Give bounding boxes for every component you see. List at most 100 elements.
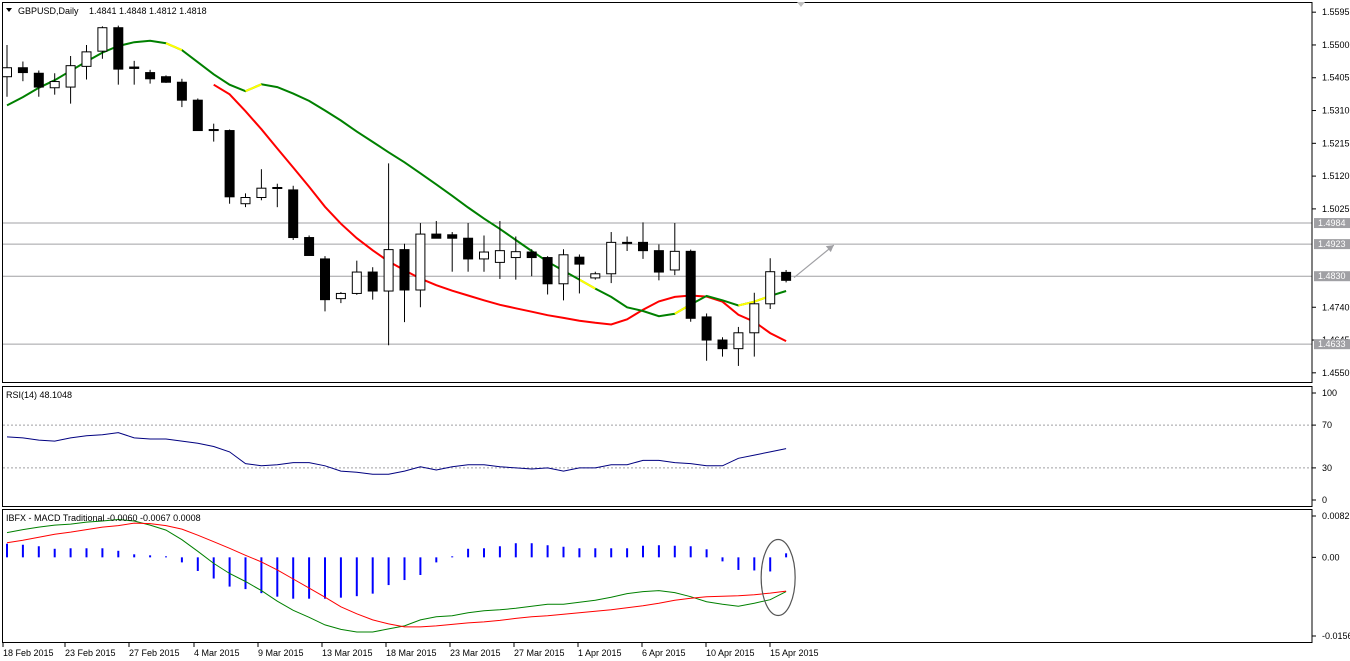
moving-average-highlight — [165, 42, 183, 52]
candle-body — [113, 27, 124, 70]
candle-body — [526, 251, 537, 259]
level-price-tag-label: 1.4984 — [1318, 218, 1346, 228]
x-tick-label: 15 Apr 2015 — [770, 648, 819, 658]
candle-body — [542, 257, 553, 285]
trend-arrow-head-icon — [825, 245, 834, 253]
ellipse-highlight-icon — [760, 538, 796, 617]
x-tick-label: 23 Feb 2015 — [65, 648, 116, 658]
price-pane[interactable]: 1.5595 1.5500 1.5405 1.5310 1.5215 1.5120 1.50… — [2, 7, 1350, 378]
price-pane-frame — [2, 2, 1313, 383]
shift-marker-icon — [797, 2, 805, 7]
macd-tick-label: 0.00 — [1322, 552, 1340, 562]
rsi-title: RSI(14) 48.1048 — [6, 390, 72, 400]
candle-body — [240, 197, 251, 205]
candle-body — [320, 258, 330, 301]
candle-body — [304, 237, 315, 256]
candle-body — [606, 241, 617, 275]
rsi-tick-label: 100 — [1322, 388, 1337, 398]
candle-body — [765, 271, 776, 305]
candle-body — [2, 67, 12, 78]
x-tick-label: 23 Mar 2015 — [450, 648, 501, 658]
x-tick-label: 6 Apr 2015 — [642, 648, 686, 658]
candle-body — [129, 66, 140, 69]
candle-body — [208, 129, 219, 132]
x-tick-label: 4 Mar 2015 — [194, 648, 240, 658]
candle-body — [81, 51, 92, 67]
candle-body — [733, 332, 744, 350]
candle-body — [510, 251, 521, 259]
macd-title: IBFX - MACD Traditional -0.0060 -0.0067 … — [6, 513, 201, 523]
candle-body — [431, 233, 442, 239]
x-tick-label: 13 Mar 2015 — [322, 648, 373, 658]
price-tick-label: 1.5310 — [1322, 106, 1350, 116]
macd-pane[interactable]: 0.0082 0.00 -0.0156 — [6, 511, 1350, 641]
candle-body — [33, 72, 44, 88]
level-price-tag-label: 1.4923 — [1318, 239, 1346, 249]
candle-body — [574, 256, 585, 265]
candle-body — [415, 233, 426, 291]
macd-tick-label: 0.0082 — [1322, 511, 1350, 521]
candle-body — [335, 292, 346, 300]
x-tick-label: 18 Mar 2015 — [386, 648, 437, 658]
chevron-down-icon[interactable] — [6, 8, 12, 12]
level-price-tag — [1314, 239, 1350, 250]
level-price-tag-label: 1.4633 — [1318, 339, 1346, 349]
price-tick-label: 1.4550 — [1322, 368, 1350, 378]
macd-line — [6, 518, 787, 633]
price-tick-label: 1.5500 — [1322, 40, 1350, 50]
candle-body — [224, 130, 235, 198]
candle-body — [145, 72, 156, 80]
candle-body — [351, 271, 362, 294]
candle-body — [463, 237, 474, 260]
candle-body — [494, 250, 505, 263]
level-price-tag — [1314, 271, 1350, 282]
rsi-pane[interactable]: 100 70 30 0 — [3, 388, 1337, 505]
candle-body — [669, 250, 680, 271]
price-tick-label: 1.5595 — [1322, 7, 1350, 17]
candle-body — [49, 81, 60, 89]
level-price-tag — [1314, 218, 1350, 229]
x-axis: 18 Feb 2015 23 Feb 2015 27 Feb 2015 4 Mar 2… — [2, 643, 819, 658]
candle-body — [479, 251, 489, 260]
candle-body — [558, 254, 569, 285]
candle-body — [176, 81, 187, 101]
x-tick-label: 1 Apr 2015 — [578, 648, 622, 658]
candle-body — [590, 273, 601, 279]
price-tick-label: 1.5120 — [1322, 171, 1350, 181]
price-tick-label: 1.5405 — [1322, 73, 1350, 83]
candle-body — [781, 271, 792, 281]
moving-average-highlight — [245, 83, 262, 93]
candle-body — [622, 241, 633, 244]
rsi-tick-label: 30 — [1322, 463, 1332, 473]
candle-body — [701, 316, 712, 341]
candle-body — [17, 67, 28, 74]
candle-body — [749, 303, 760, 334]
price-title: GBPUSD,Daily — [18, 6, 79, 16]
candle-body — [192, 99, 203, 132]
moving-average-red — [213, 83, 787, 342]
candle-body — [97, 27, 108, 52]
candle-body — [383, 249, 394, 292]
price-tick-label: 1.5025 — [1322, 204, 1350, 214]
candle-body — [65, 65, 76, 88]
level-price-tag-label: 1.4830 — [1318, 271, 1346, 281]
candle-body — [685, 250, 696, 319]
macd-pane-frame — [2, 509, 1313, 643]
candle-body — [653, 250, 664, 273]
x-tick-label: 27 Feb 2015 — [129, 648, 180, 658]
candle-body — [447, 234, 458, 239]
price-tick-label: 1.4740 — [1322, 302, 1350, 312]
rsi-line — [6, 432, 787, 475]
macd-tick-label: -0.0156 — [1322, 631, 1350, 641]
candle-body — [638, 241, 648, 252]
ohlc-readout: 1.4841 1.4848 1.4812 1.4818 — [89, 6, 207, 16]
x-tick-label: 27 Mar 2015 — [514, 648, 565, 658]
candle-body — [256, 187, 267, 199]
rsi-tick-label: 70 — [1322, 420, 1332, 430]
moving-average-green — [6, 39, 787, 318]
x-tick-label: 18 Feb 2015 — [3, 648, 54, 658]
x-tick-label: 10 Apr 2015 — [706, 648, 755, 658]
rsi-tick-label: 0 — [1322, 495, 1327, 505]
rsi-pane-frame — [2, 386, 1313, 507]
